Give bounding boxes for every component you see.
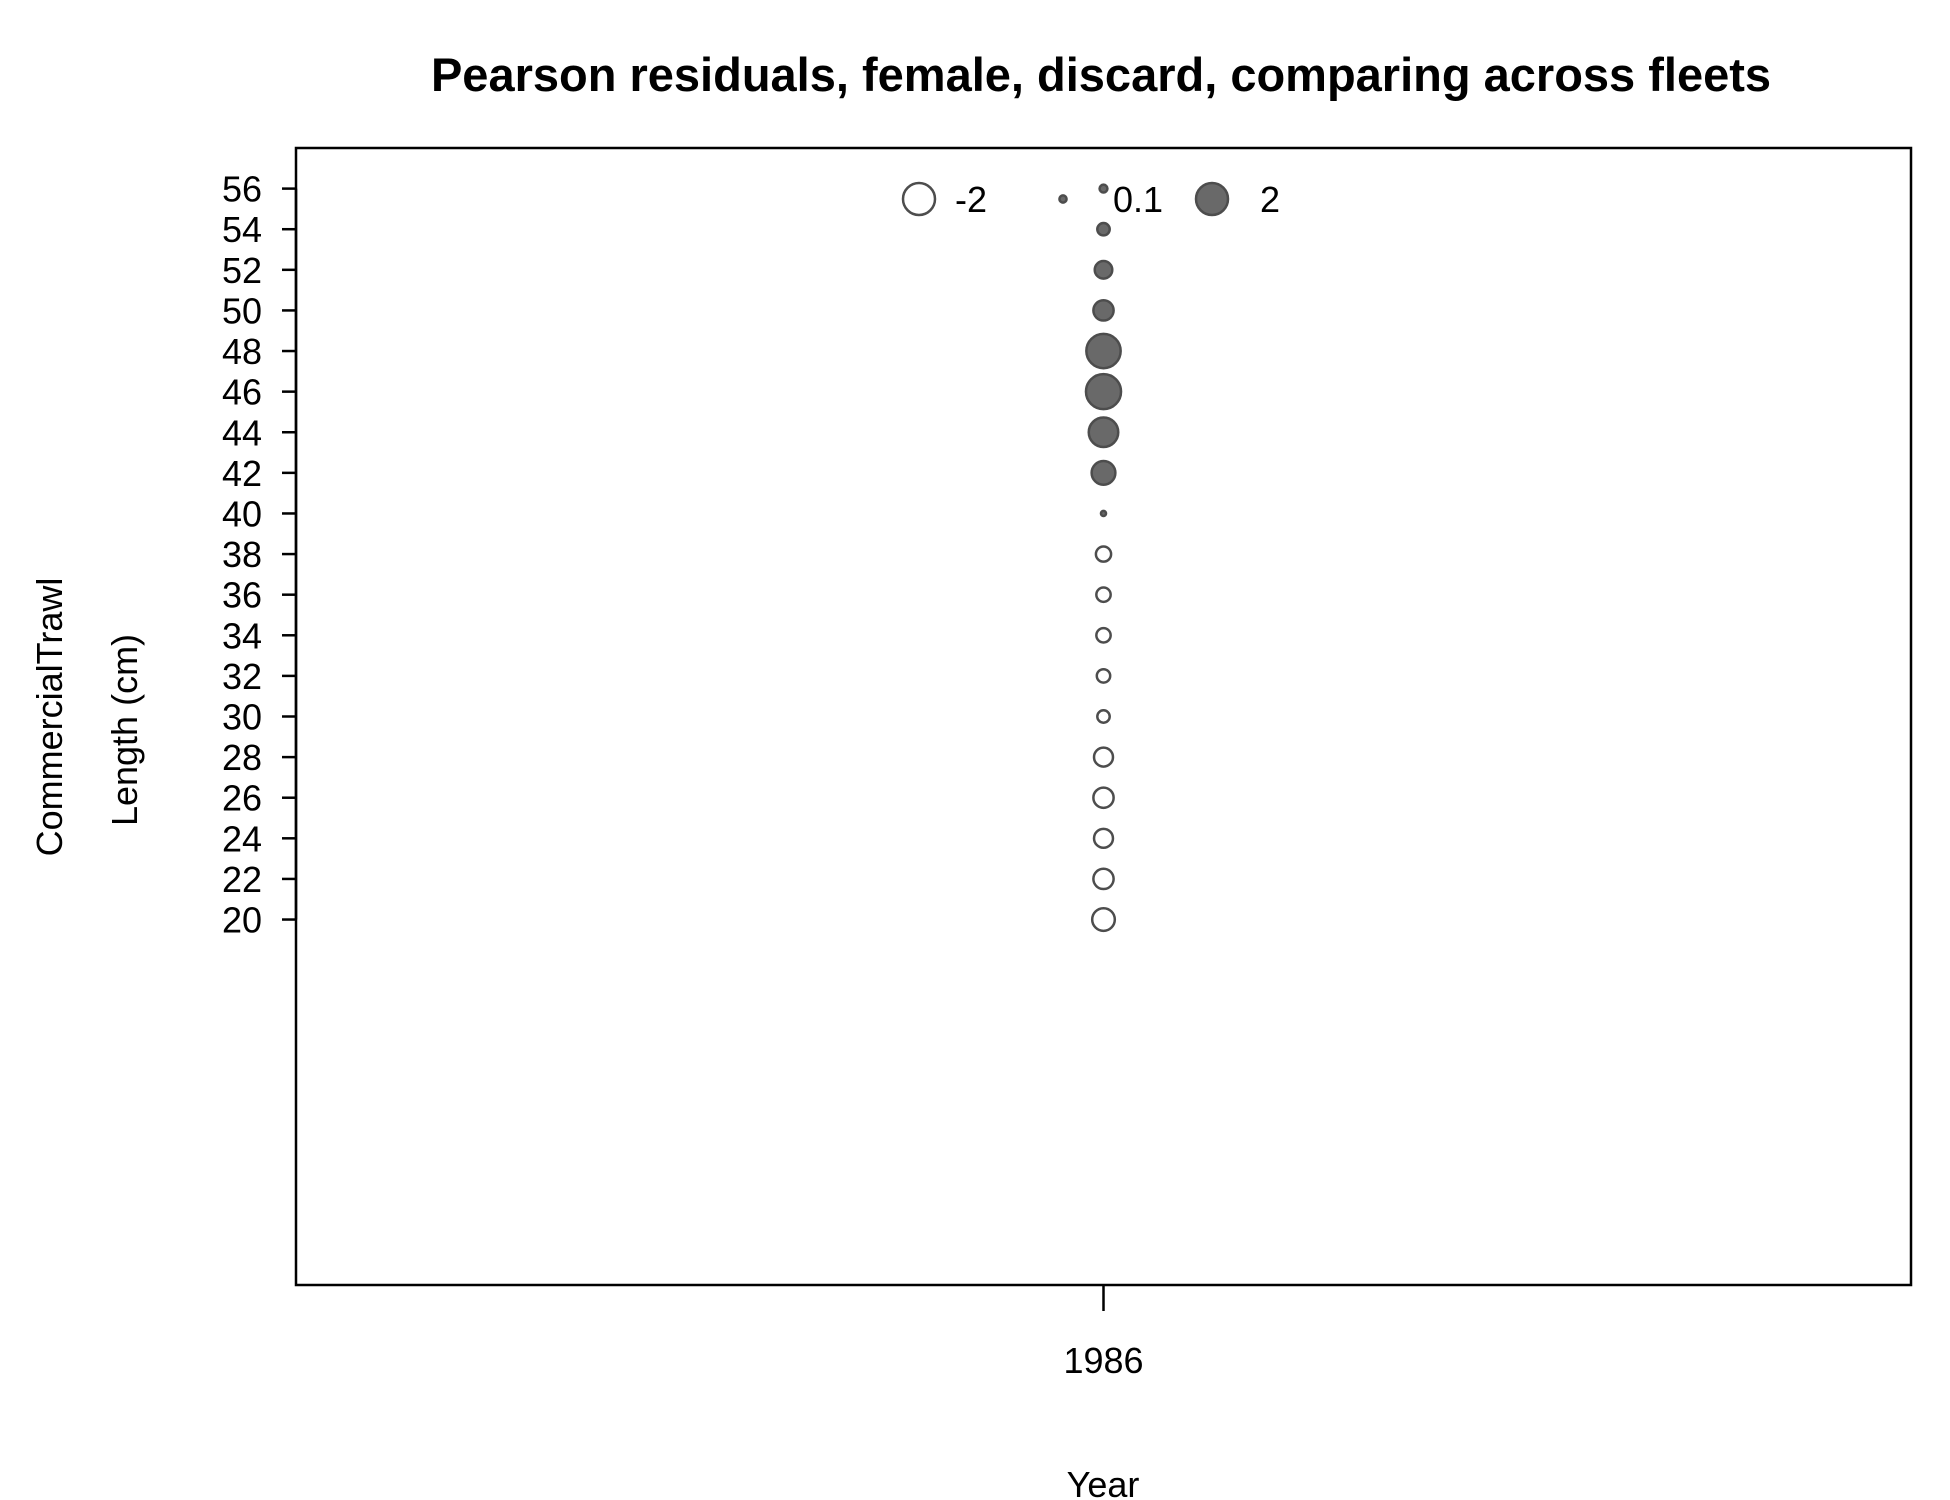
y-tick-label: 24 <box>222 818 262 859</box>
y-tick-label: 36 <box>222 575 262 616</box>
x-tick-label: 1986 <box>1063 1340 1143 1381</box>
bubble-point <box>1093 259 1114 280</box>
bubble-point <box>1092 299 1115 322</box>
y-axis-label: CommercialTrawl Length (cm) <box>29 578 145 857</box>
x-axis: 1986 <box>1063 1285 1144 1381</box>
y-tick-label: 38 <box>222 534 262 575</box>
y-tick-label: 30 <box>222 697 262 738</box>
y-tick-label: 50 <box>222 290 262 331</box>
legend-label: 0.1 <box>1113 179 1163 220</box>
legend-marker <box>1058 194 1068 204</box>
chart-title: Pearson residuals, female, discard, comp… <box>431 48 1771 101</box>
bubble-point <box>1090 906 1117 933</box>
x-axis-label: Year <box>1067 1464 1140 1500</box>
bubble-point <box>1085 332 1122 370</box>
y-tick-label: 48 <box>222 331 262 372</box>
y-tick-label: 26 <box>222 778 262 819</box>
legend-label: 2 <box>1260 179 1280 220</box>
y-axis-label-line-1: CommercialTrawl <box>29 578 70 857</box>
y-tick-label: 52 <box>222 250 262 291</box>
y-tick-label: 28 <box>222 737 262 778</box>
y-tick-label: 42 <box>222 453 262 494</box>
bubble-point <box>1098 183 1109 194</box>
bubble-point <box>1092 786 1115 810</box>
legend-label: -2 <box>955 179 987 220</box>
y-tick-label: 34 <box>222 615 262 656</box>
y-tick-label: 54 <box>222 209 262 250</box>
y-tick-label: 32 <box>222 656 262 697</box>
legend-marker <box>901 181 937 217</box>
bubble-point <box>1090 459 1117 486</box>
y-tick-label: 40 <box>222 493 262 534</box>
legend-marker <box>1194 181 1230 217</box>
bubble-series <box>1084 183 1123 933</box>
bubble-point <box>1087 416 1120 449</box>
bubble-point <box>1094 545 1113 563</box>
y-tick-label: 20 <box>222 900 262 941</box>
bubble-point <box>1096 709 1111 724</box>
bubble-point <box>1092 867 1115 891</box>
bubble-point <box>1092 827 1115 850</box>
bubble-point <box>1099 509 1108 518</box>
bubble-point <box>1084 372 1123 411</box>
y-axis-label-line-2: Length (cm) <box>104 634 145 826</box>
bubble-point <box>1092 746 1115 768</box>
bubble-point <box>1095 667 1112 684</box>
legend: -2 0.1 2 <box>901 179 1280 220</box>
y-tick-label: 56 <box>222 169 262 210</box>
y-tick-label: 46 <box>222 372 262 413</box>
bubble-point <box>1096 221 1111 237</box>
bubble-point <box>1095 586 1112 604</box>
y-tick-label: 44 <box>222 412 262 453</box>
bubble-point <box>1095 626 1112 644</box>
y-tick-label: 22 <box>222 859 262 900</box>
